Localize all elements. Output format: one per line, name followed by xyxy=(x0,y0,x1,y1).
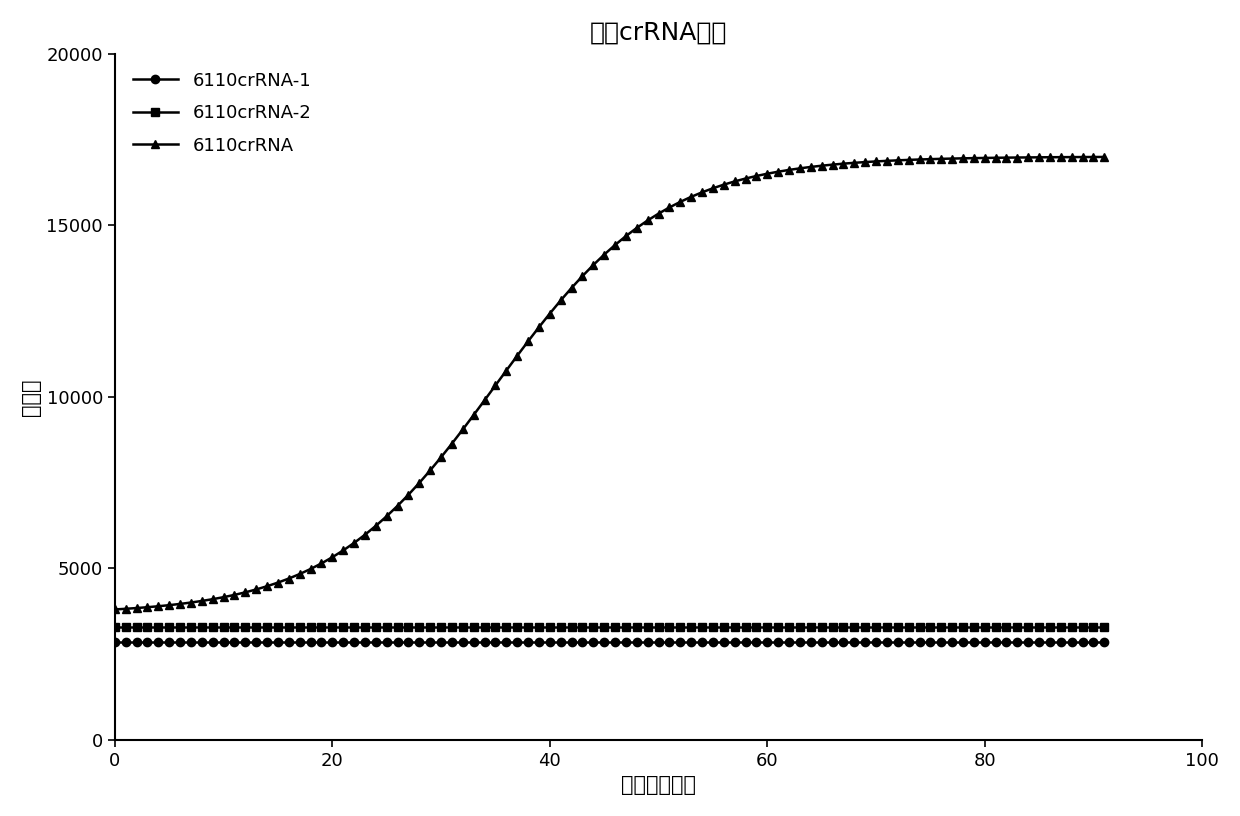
6110crRNA xyxy=(879,156,894,166)
6110crRNA xyxy=(934,154,949,164)
6110crRNA-1 xyxy=(879,637,894,647)
Legend: 6110crRNA-1, 6110crRNA-2, 6110crRNA: 6110crRNA-1, 6110crRNA-2, 6110crRNA xyxy=(124,63,320,164)
Line: 6110crRNA-2: 6110crRNA-2 xyxy=(110,623,1109,631)
6110crRNA-1 xyxy=(108,637,123,647)
6110crRNA-2 xyxy=(108,622,123,632)
6110crRNA xyxy=(901,155,916,165)
6110crRNA xyxy=(1097,152,1112,162)
6110crRNA-2 xyxy=(1097,622,1112,632)
6110crRNA-2 xyxy=(879,622,894,632)
6110crRNA xyxy=(108,605,123,614)
X-axis label: 时间（分钟）: 时间（分钟） xyxy=(621,775,696,795)
6110crRNA-1 xyxy=(694,637,709,647)
6110crRNA xyxy=(890,155,905,165)
6110crRNA-1 xyxy=(836,637,851,647)
Y-axis label: 荧光值: 荧光值 xyxy=(21,378,41,415)
6110crRNA xyxy=(694,188,709,197)
6110crRNA-1 xyxy=(1097,637,1112,647)
6110crRNA-2 xyxy=(694,622,709,632)
6110crRNA-2 xyxy=(890,622,905,632)
6110crRNA-2 xyxy=(901,622,916,632)
Title: 检测crRNA筛选: 检测crRNA筛选 xyxy=(590,21,727,45)
6110crRNA-2 xyxy=(934,622,949,632)
6110crRNA-1 xyxy=(934,637,949,647)
6110crRNA-1 xyxy=(901,637,916,647)
6110crRNA xyxy=(836,159,851,169)
6110crRNA-2 xyxy=(836,622,851,632)
6110crRNA-1 xyxy=(890,637,905,647)
Line: 6110crRNA-1: 6110crRNA-1 xyxy=(110,638,1109,646)
Line: 6110crRNA: 6110crRNA xyxy=(110,153,1109,614)
